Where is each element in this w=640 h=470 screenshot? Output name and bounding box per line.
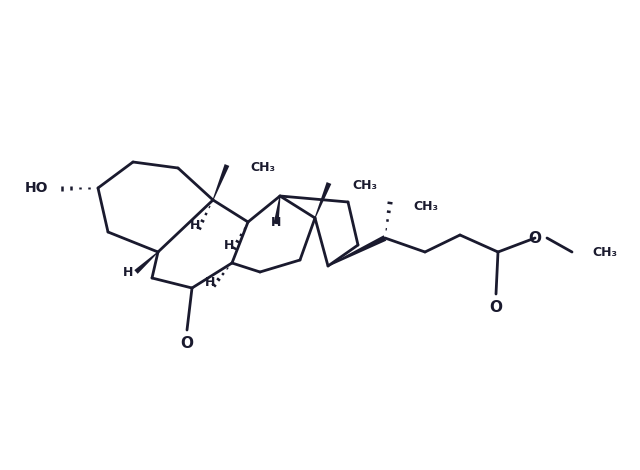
Text: H: H (190, 219, 200, 232)
Text: O: O (529, 230, 541, 245)
Text: CH₃: CH₃ (592, 245, 617, 258)
Polygon shape (328, 235, 387, 266)
Text: H: H (123, 266, 133, 279)
Text: H: H (224, 238, 234, 251)
Polygon shape (134, 251, 158, 274)
Text: H: H (205, 275, 215, 289)
Polygon shape (273, 196, 280, 224)
Text: O: O (180, 336, 193, 351)
Text: CH₃: CH₃ (352, 179, 377, 191)
Text: CH₃: CH₃ (250, 160, 275, 173)
Polygon shape (212, 164, 229, 200)
Text: HO: HO (24, 181, 48, 195)
Text: O: O (490, 299, 502, 314)
Text: H: H (271, 216, 281, 228)
Polygon shape (314, 182, 332, 218)
Text: CH₃: CH₃ (413, 199, 438, 212)
